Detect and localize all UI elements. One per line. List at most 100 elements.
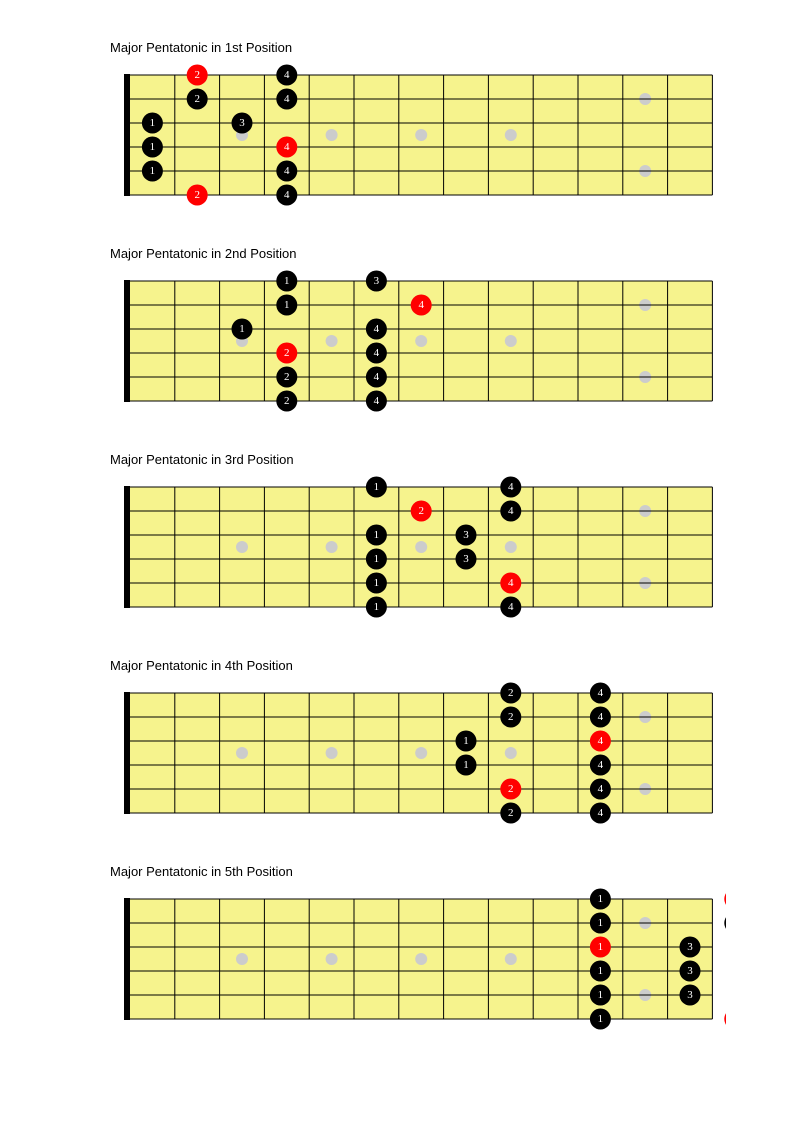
fret-note: 4 (590, 707, 611, 728)
svg-text:4: 4 (418, 299, 424, 311)
svg-text:1: 1 (374, 601, 380, 613)
svg-text:2: 2 (284, 347, 290, 359)
svg-text:2: 2 (284, 371, 290, 383)
svg-text:1: 1 (284, 299, 290, 311)
fret-note: 1 (590, 913, 611, 934)
svg-text:2: 2 (508, 711, 514, 723)
svg-text:4: 4 (598, 807, 604, 819)
fret-note: 2 (187, 184, 208, 205)
fret-note: 4 (590, 802, 611, 823)
fret-note: 1 (366, 549, 387, 570)
fret-note: 4 (411, 295, 432, 316)
svg-text:2: 2 (508, 783, 514, 795)
fret-note: 4 (366, 342, 387, 363)
fret-note: 1 (590, 889, 611, 910)
fretboard: 1 4 2 4 1 3 1 3 1 4 1 4 (110, 473, 726, 621)
fret-note: 4 (590, 731, 611, 752)
diagram-container: Major Pentatonic in 1st Position 2 4 2 4 1 3 1 4… (110, 40, 792, 1038)
fret-note: 3 (366, 271, 387, 292)
fretboard-diagram: Major Pentatonic in 3rd Position 1 4 2 4 1 3 1 3… (110, 452, 792, 626)
svg-text:1: 1 (150, 117, 156, 129)
fret-note: 4 (276, 184, 297, 205)
svg-text:1: 1 (284, 275, 290, 287)
svg-text:4: 4 (284, 189, 290, 201)
fret-note: 4 (366, 366, 387, 387)
svg-text:3: 3 (687, 989, 693, 1001)
svg-text:2: 2 (194, 93, 200, 105)
fret-note: 1 (366, 572, 387, 593)
fret-note: 4 (590, 755, 611, 776)
fret-note: 1 (231, 319, 252, 340)
fret-note: 4 (500, 596, 521, 617)
svg-text:4: 4 (374, 395, 380, 407)
fret-note: 1 (590, 984, 611, 1005)
svg-text:4: 4 (598, 687, 604, 699)
fret-note: 2 (500, 802, 521, 823)
fret-note: 4 (276, 65, 297, 86)
fret-note: 2 (500, 778, 521, 799)
fret-note: 4 (366, 319, 387, 340)
fret-note: 1 (142, 136, 163, 157)
fretboard: 141413131314 (110, 885, 726, 1033)
svg-text:3: 3 (463, 553, 469, 565)
svg-text:2: 2 (418, 505, 424, 517)
fret-note: 4 (366, 390, 387, 411)
svg-text:4: 4 (284, 165, 290, 177)
fret-note: 2 (276, 342, 297, 363)
svg-text:2: 2 (508, 807, 514, 819)
fret-note: 4 (500, 501, 521, 522)
fret-note: 4 (724, 889, 726, 910)
diagram-title: Major Pentatonic in 1st Position (110, 40, 792, 55)
svg-text:1: 1 (598, 917, 604, 929)
fret-note: 2 (411, 501, 432, 522)
fret-note: 3 (455, 525, 476, 546)
fret-note: 1 (366, 596, 387, 617)
svg-text:4: 4 (284, 69, 290, 81)
diagram-title: Major Pentatonic in 3rd Position (110, 452, 792, 467)
svg-text:3: 3 (687, 941, 693, 953)
fret-note: 4 (590, 778, 611, 799)
svg-text:1: 1 (598, 1013, 604, 1025)
fretboard: 242413141424 (110, 61, 726, 209)
fret-note: 1 (276, 271, 297, 292)
fret-note: 4 (276, 136, 297, 157)
fret-note: 2 (500, 707, 521, 728)
fret-note: 1 (590, 937, 611, 958)
fret-note: 4 (590, 683, 611, 704)
svg-text:4: 4 (598, 735, 604, 747)
fret-note: 1 (366, 477, 387, 498)
svg-text:4: 4 (374, 323, 380, 335)
fretboard-diagram: Major Pentatonic in 5th Position 1 4 1 4 1 3 1 3… (110, 864, 792, 1038)
fret-note: 1 (455, 731, 476, 752)
svg-text:1: 1 (598, 893, 604, 905)
fret-note: 1 (276, 295, 297, 316)
svg-text:4: 4 (374, 347, 380, 359)
fret-note: 3 (231, 113, 252, 134)
svg-text:4: 4 (598, 711, 604, 723)
fretboard: 2 4 2 4 1 4 1 4 2 4 2 4 (110, 679, 726, 827)
diagram-title: Major Pentatonic in 4th Position (110, 658, 792, 673)
diagram-title: Major Pentatonic in 5th Position (110, 864, 792, 879)
fret-note: 4 (724, 1008, 726, 1029)
fretboard: 131414242424 (110, 267, 726, 415)
svg-text:2: 2 (194, 189, 200, 201)
svg-text:4: 4 (598, 783, 604, 795)
fret-note: 1 (455, 755, 476, 776)
fret-note: 1 (142, 113, 163, 134)
diagram-title: Major Pentatonic in 2nd Position (110, 246, 792, 261)
fret-note: 3 (455, 549, 476, 570)
svg-text:4: 4 (598, 759, 604, 771)
svg-text:3: 3 (687, 965, 693, 977)
fret-note: 1 (366, 525, 387, 546)
svg-text:1: 1 (463, 735, 469, 747)
svg-text:3: 3 (374, 275, 380, 287)
svg-text:4: 4 (284, 93, 290, 105)
fret-note: 4 (500, 477, 521, 498)
svg-text:2: 2 (508, 687, 514, 699)
svg-text:1: 1 (374, 577, 380, 589)
svg-text:4: 4 (508, 577, 514, 589)
fretboard-diagram: Major Pentatonic in 2nd Position 1 3 1 4 1 4 2 4… (110, 246, 792, 420)
fret-note: 3 (679, 961, 700, 982)
svg-text:2: 2 (194, 69, 200, 81)
svg-text:4: 4 (374, 371, 380, 383)
